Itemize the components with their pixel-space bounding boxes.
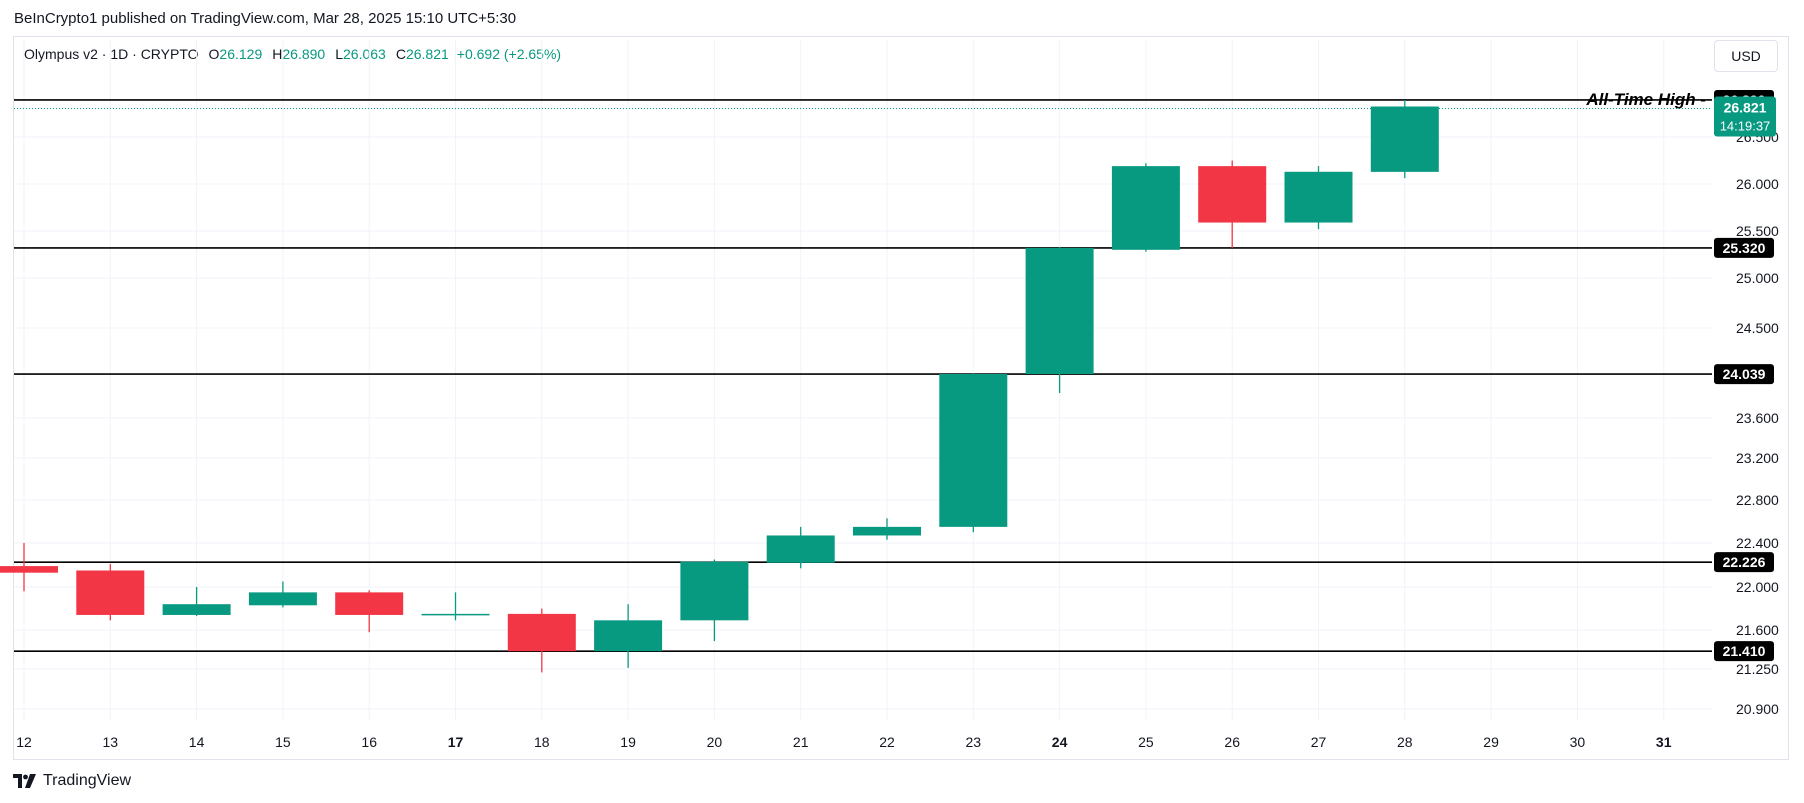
level-price-tag [1714,364,1774,385]
x-tick-label: 17 [448,734,464,750]
candle-body[interactable] [1111,166,1180,250]
x-tick-label: 19 [620,734,636,750]
x-tick-label: 20 [707,734,723,750]
x-tick-label: 31 [1656,734,1672,750]
y-tick-label: 25.500 [1736,223,1779,239]
x-tick-label: 24 [1052,734,1068,750]
candle-body[interactable] [0,566,58,573]
candle-body[interactable] [1284,171,1353,223]
level-price-label: 21.410 [1723,643,1766,659]
high-value: 26.890 [282,46,326,62]
level-price-tag [1714,641,1774,662]
x-tick-label: 15 [275,734,291,750]
chart-frame [13,36,1789,760]
currency-button[interactable]: USD [1714,40,1778,72]
candle-body[interactable] [1025,247,1094,374]
x-tick-label: 14 [189,734,205,750]
high-label: H [272,46,283,62]
candle-body[interactable] [1198,166,1267,223]
candle-body[interactable] [76,570,145,615]
change-value: +0.692 (+2.65%) [456,46,562,62]
y-tick-label: 21.600 [1736,622,1779,638]
x-tick-label: 26 [1224,734,1240,750]
low-value: 26.063 [343,46,386,62]
low-label: L [335,46,343,62]
close-label: C [395,46,406,62]
y-tick-label: 20.900 [1736,701,1779,717]
x-tick-label: 16 [361,734,377,750]
level-price-label: 22.226 [1723,554,1766,570]
y-tick-label: 21.250 [1736,661,1779,677]
candle-body[interactable] [594,620,663,652]
y-tick-label: 23.200 [1736,450,1779,466]
tradingview-logo[interactable]: TradingView [13,772,131,790]
y-tick-label: 24.500 [1736,320,1779,336]
candle-body[interactable] [335,592,404,615]
candle-body[interactable] [853,526,921,536]
level-price-label: 24.039 [1723,366,1766,382]
candle-body[interactable] [421,613,490,616]
candle-body[interactable] [766,535,835,563]
y-tick-label: 22.800 [1736,492,1779,508]
last-price-tag [1714,96,1776,137]
level-price-tag [1714,552,1774,573]
x-tick-label: 30 [1570,734,1586,750]
publisher-line: BeInCrypto1 published on TradingView.com… [14,10,517,27]
x-tick-label: 29 [1483,734,1499,750]
level-price-label: 25.320 [1723,240,1766,256]
x-tick-label: 25 [1138,734,1154,750]
ohlc-legend: Olympus v2 · 1D · CRYPTO O 26.129 H 26.890… [24,46,561,62]
candle-body[interactable] [680,561,749,621]
x-tick-label: 22 [879,734,895,750]
candle-body[interactable] [939,374,1008,527]
countdown-label: 14:19:37 [1720,119,1771,134]
close-value: 26.821 [405,46,449,62]
x-tick-label: 18 [534,734,550,750]
candle-body[interactable] [248,592,317,606]
y-tick-label: 26.000 [1736,176,1779,192]
x-tick-label: 28 [1397,734,1413,750]
x-tick-label: 13 [103,734,119,750]
x-tick-label: 23 [966,734,982,750]
candle-body[interactable] [507,613,576,652]
level-price-tag [1714,237,1774,258]
tradingview-logo-icon [13,774,36,788]
tradingview-brand: TradingView [43,772,132,789]
open-value: 26.129 [219,46,263,62]
y-tick-label: 22.400 [1736,535,1779,551]
y-tick-label: 22.000 [1736,579,1779,595]
y-tick-label: 25.000 [1736,270,1779,286]
open-label: O [208,46,220,62]
candle-body[interactable] [162,604,231,615]
y-tick-label: 23.600 [1736,410,1779,426]
x-tick-label: 21 [793,734,809,750]
x-tick-label: 27 [1311,734,1327,750]
last-price-label: 26.821 [1724,100,1767,116]
candle-body[interactable] [1370,106,1439,172]
symbol-label[interactable]: Olympus v2 · 1D · CRYPTO [24,46,199,62]
level-annotation: All-Time High - [1585,90,1706,109]
x-tick-label: 12 [16,734,32,750]
